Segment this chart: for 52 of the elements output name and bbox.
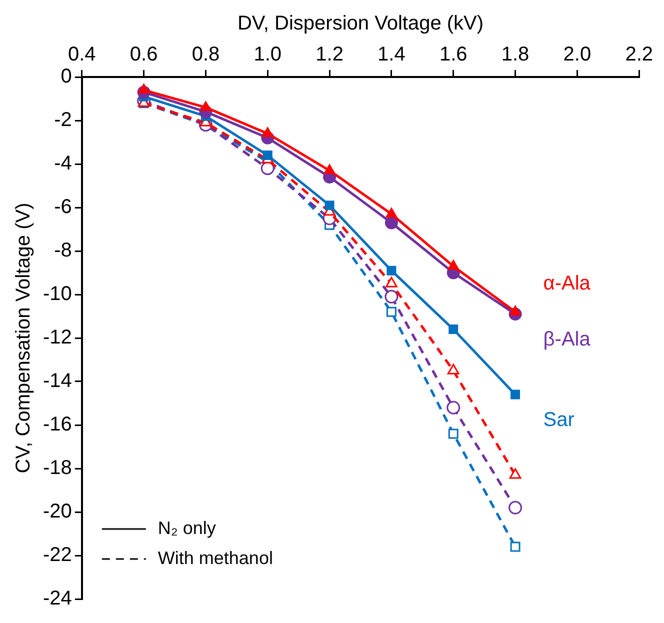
x-tick-label: 0.4 [68, 44, 96, 66]
y-tick-label: -14 [43, 370, 72, 392]
series-label: β-Ala [543, 328, 592, 351]
y-axis-title: CV, Compensation Voltage (V) [12, 202, 35, 474]
y-tick-label: -4 [54, 152, 72, 175]
y-tick-label: -12 [43, 326, 72, 349]
point [508, 500, 522, 514]
point [510, 542, 520, 552]
point [448, 324, 458, 334]
x-tick-label: 1.6 [439, 44, 468, 66]
x-tick-label: 1.0 [254, 44, 282, 66]
point [324, 200, 334, 210]
y-tick-label: 0 [60, 66, 72, 88]
x-tick-label: 0.8 [192, 44, 220, 66]
point [386, 208, 398, 218]
y-tick-label: -10 [43, 283, 72, 306]
y-tick-label: -8 [54, 240, 72, 262]
series-label: Sar [543, 409, 575, 432]
y-tick-label: -2 [54, 109, 72, 132]
y-tick-label: -22 [43, 544, 72, 566]
annotation: N₂ only [158, 518, 216, 538]
annotation: With methanol [158, 548, 273, 568]
x-tick-label: 1.8 [501, 44, 530, 66]
y-tick-label: -18 [43, 457, 72, 480]
series-label: α-Ala [543, 272, 592, 294]
point [510, 390, 520, 400]
point [509, 468, 522, 479]
point [384, 290, 398, 304]
y-tick-label: -16 [43, 414, 72, 436]
point [200, 100, 212, 111]
point [386, 306, 396, 317]
point [386, 276, 398, 288]
x-tick-label: 0.6 [130, 44, 158, 66]
point [448, 428, 458, 439]
point [510, 305, 521, 316]
point [324, 164, 336, 174]
point [448, 260, 460, 270]
point [447, 364, 460, 374]
x-tick-label: 2.2 [625, 44, 654, 66]
point [262, 150, 272, 160]
point [262, 127, 274, 138]
y-tick-label: -20 [43, 500, 72, 523]
point [138, 84, 150, 94]
x-tick-label: 1.2 [316, 44, 344, 66]
x-tick-label: 2.0 [563, 44, 592, 66]
point [384, 216, 398, 230]
y-tick-label: -24 [43, 588, 72, 610]
y-tick-label: -6 [54, 196, 72, 218]
point [446, 400, 460, 414]
point [386, 266, 396, 276]
x-tick-label: 1.4 [378, 44, 406, 66]
x-axis-title: DV, Dispersion Voltage (kV) [237, 12, 484, 35]
